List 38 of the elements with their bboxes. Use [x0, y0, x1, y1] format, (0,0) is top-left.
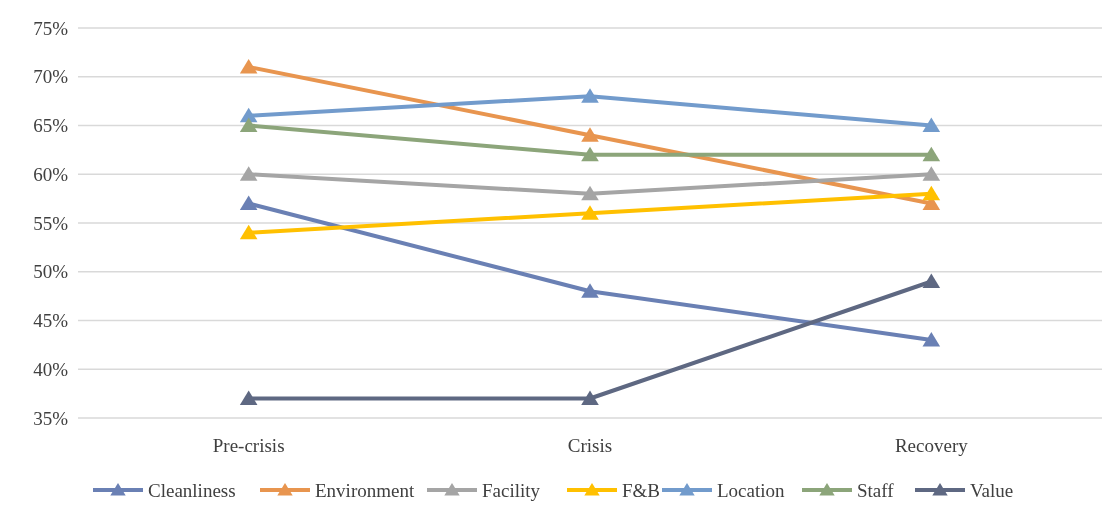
point: [239, 59, 258, 74]
y-tick-label: 45%: [33, 310, 69, 332]
point: [922, 146, 941, 162]
y-tick-label: 40%: [33, 358, 69, 380]
y-tick-label: 55%: [33, 212, 69, 234]
point: [239, 166, 258, 181]
point: [239, 224, 258, 240]
y-tick-label: 75%: [33, 17, 69, 39]
point: [922, 273, 941, 288]
point: [922, 185, 941, 201]
legend-label: Cleanliness: [148, 479, 236, 501]
legend-label: Staff: [857, 479, 895, 501]
y-tick-label: 60%: [33, 163, 69, 185]
x-tick-label: Pre-crisis: [212, 435, 285, 456]
point: [239, 195, 258, 210]
x-tick-label: Recovery: [894, 435, 969, 456]
point: [581, 88, 599, 103]
y-tick-label: 35%: [33, 407, 69, 429]
y-tick-label: 70%: [33, 66, 69, 88]
point: [239, 117, 258, 132]
point: [581, 127, 599, 142]
point: [581, 146, 599, 162]
y-tick-label: 50%: [33, 261, 69, 283]
legend-label: Location: [717, 479, 786, 501]
legend-label: Value: [970, 479, 1014, 501]
point: [922, 332, 941, 347]
point: [239, 390, 258, 405]
point: [581, 205, 599, 220]
point: [581, 185, 599, 201]
legend-label: F&B: [622, 479, 661, 501]
point: [581, 283, 599, 298]
point: [922, 117, 941, 132]
x-tick-label: Crisis: [567, 435, 613, 456]
y-tick-label: 65%: [33, 115, 69, 137]
point: [922, 166, 941, 181]
legend-label: Facility: [482, 479, 541, 501]
legend-label: Environment: [315, 479, 415, 501]
point: [581, 390, 599, 405]
